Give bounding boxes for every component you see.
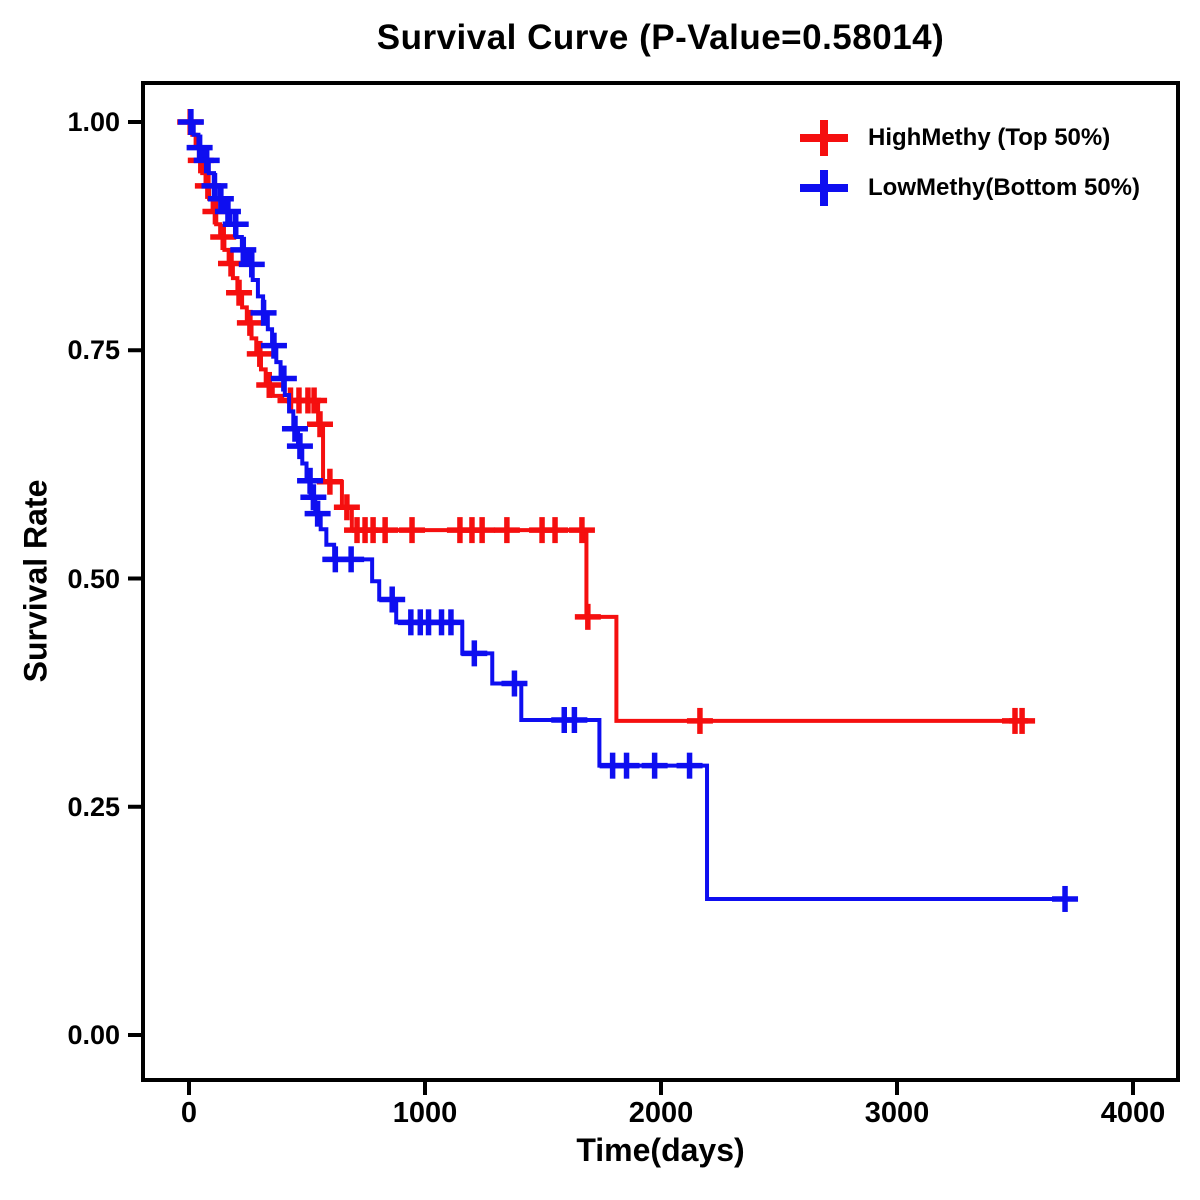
plus-marker-icon (794, 166, 854, 210)
chart-title: Survival Curve (P-Value=0.58014) (376, 18, 945, 57)
plus-marker-glyph (800, 120, 848, 156)
legend-item-highmethy: HighMethy (Top 50%) (794, 116, 1140, 160)
y-tick-label: 0.25 (67, 791, 120, 822)
x-tick-label: 2000 (628, 1097, 694, 1129)
x-tick-label: 0 (180, 1097, 198, 1129)
survival-curve-1 (189, 120, 1078, 901)
y-tick-label: 0.50 (67, 563, 120, 594)
y-tick-label: 0.00 (67, 1020, 120, 1050)
y-tick-label: 0.75 (67, 335, 120, 366)
plus-marker-glyph (800, 170, 848, 206)
plot-frame (141, 81, 1180, 1082)
legend-label: HighMethy (Top 50%) (868, 124, 1111, 151)
legend: HighMethy (Top 50%) LowMethy(Bottom 50%) (794, 116, 1140, 216)
x-tick-label: 1000 (392, 1097, 458, 1129)
y-tick-label: 1.00 (67, 107, 120, 137)
legend-label: LowMethy(Bottom 50%) (868, 174, 1140, 201)
x-tick-label: 4000 (1100, 1097, 1166, 1129)
x-axis-title: Time(days) (576, 1132, 745, 1168)
legend-item-lowmethy: LowMethy(Bottom 50%) (794, 166, 1140, 210)
plus-marker-icon (794, 116, 854, 160)
x-tick-label: 3000 (864, 1097, 930, 1129)
